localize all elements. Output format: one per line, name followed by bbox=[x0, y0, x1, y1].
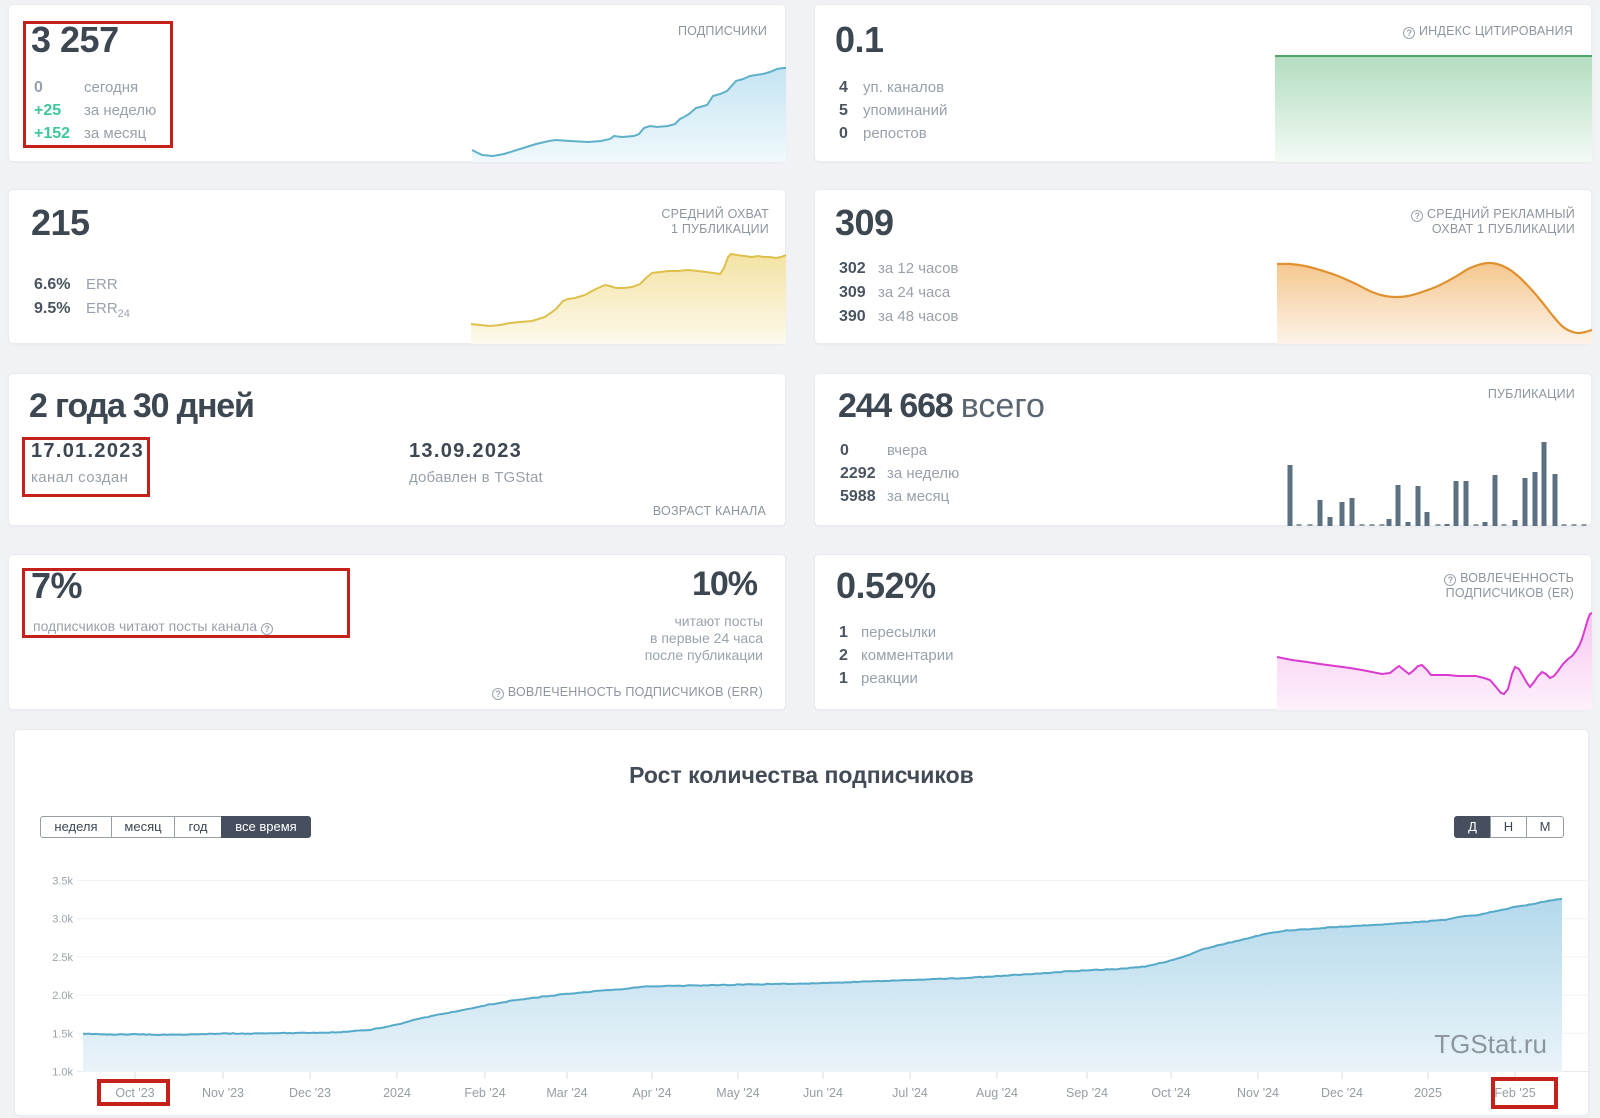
svg-text:2.5k: 2.5k bbox=[52, 952, 73, 964]
svg-text:Oct '24: Oct '24 bbox=[1151, 1086, 1190, 1100]
svg-text:2024: 2024 bbox=[383, 1086, 411, 1100]
svg-text:2025: 2025 bbox=[1414, 1086, 1442, 1100]
svg-text:Nov '24: Nov '24 bbox=[1237, 1086, 1279, 1100]
svg-text:1.5k: 1.5k bbox=[52, 1028, 73, 1040]
svg-text:Jun '24: Jun '24 bbox=[803, 1086, 843, 1100]
svg-text:2.0k: 2.0k bbox=[52, 990, 73, 1002]
svg-text:Sep '24: Sep '24 bbox=[1066, 1086, 1108, 1100]
svg-text:Feb '24: Feb '24 bbox=[464, 1086, 505, 1100]
svg-text:Dec '23: Dec '23 bbox=[289, 1086, 331, 1100]
svg-text:3.5k: 3.5k bbox=[52, 876, 73, 888]
svg-text:TGStat.ru: TGStat.ru bbox=[1434, 1029, 1547, 1059]
svg-text:3.0k: 3.0k bbox=[52, 914, 73, 926]
svg-text:1.0k: 1.0k bbox=[52, 1067, 73, 1079]
svg-text:Nov '23: Nov '23 bbox=[202, 1086, 244, 1100]
svg-text:Feb '25: Feb '25 bbox=[1494, 1086, 1535, 1100]
svg-text:Jul '24: Jul '24 bbox=[892, 1086, 928, 1100]
svg-text:Dec '24: Dec '24 bbox=[1321, 1086, 1363, 1100]
svg-text:Mar '24: Mar '24 bbox=[546, 1086, 587, 1100]
svg-text:Oct '23: Oct '23 bbox=[115, 1086, 154, 1100]
svg-text:Aug '24: Aug '24 bbox=[976, 1086, 1018, 1100]
svg-text:Apr '24: Apr '24 bbox=[632, 1086, 671, 1100]
svg-text:May '24: May '24 bbox=[716, 1086, 759, 1100]
